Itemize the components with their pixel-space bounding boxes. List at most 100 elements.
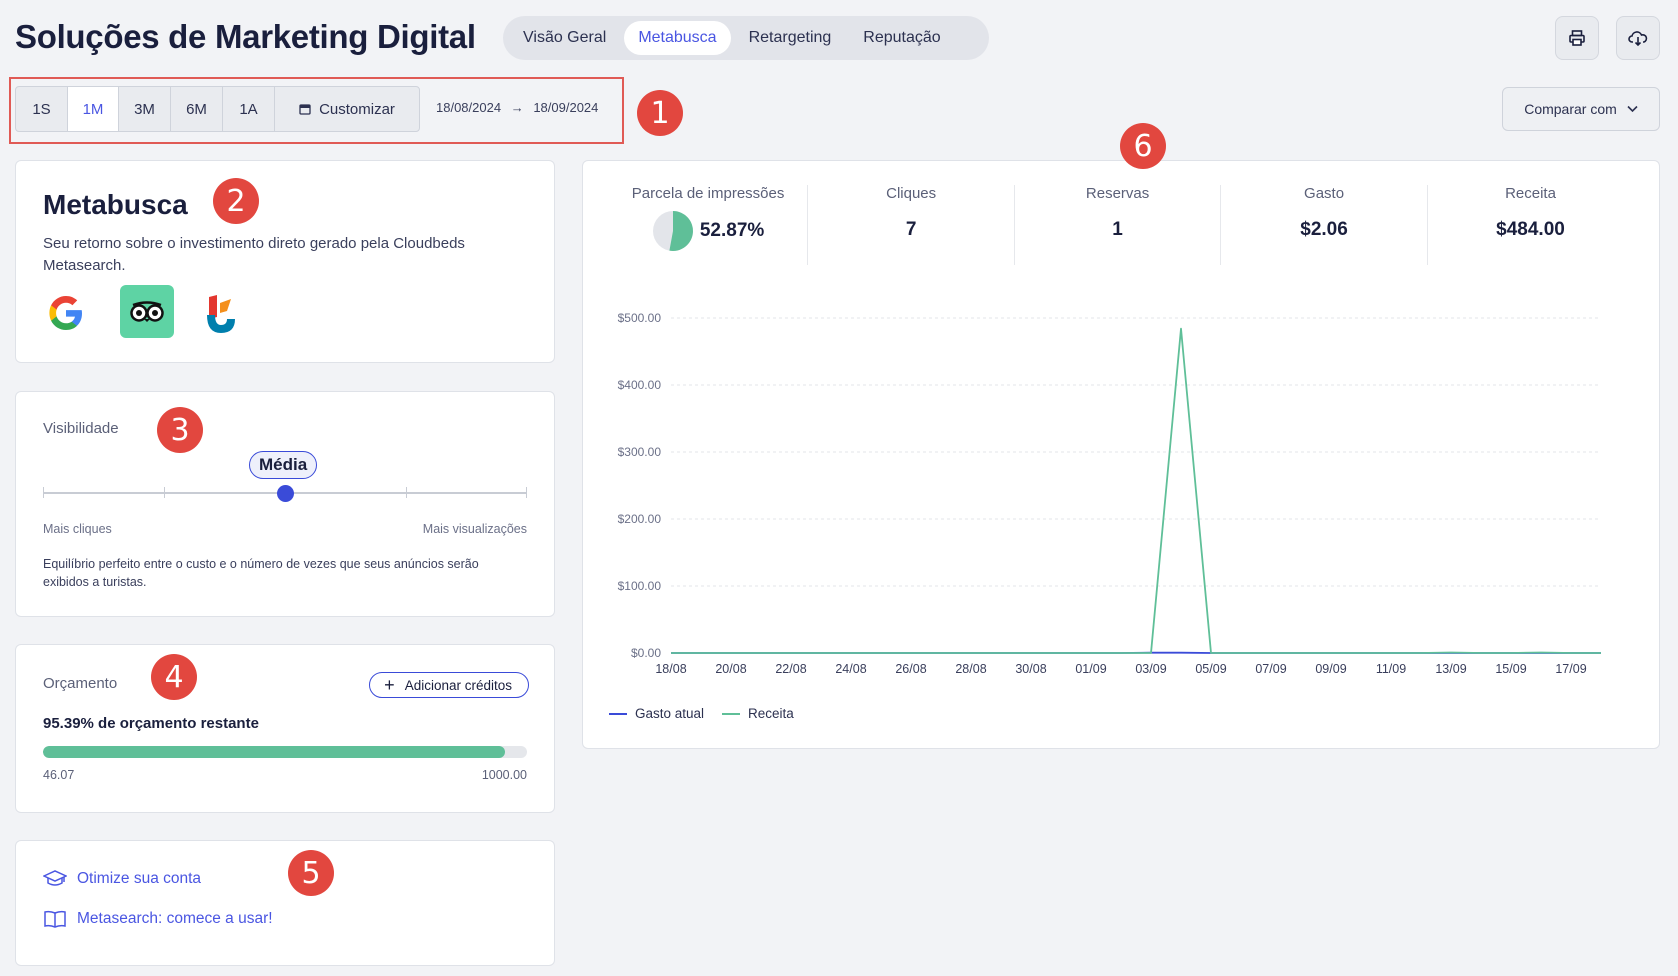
start-date: 18/08/2024 <box>436 100 502 115</box>
range-1s-button[interactable]: 1S <box>16 87 68 131</box>
y-tick-label: $200.00 <box>618 512 662 526</box>
metric-value: 7 <box>905 219 917 240</box>
visibility-slider-thumb[interactable] <box>276 485 294 502</box>
metric-cliques: Cliques 7 <box>808 185 1014 265</box>
print-button[interactable] <box>1555 16 1599 60</box>
cloud-download-icon <box>1628 31 1648 47</box>
y-tick-label: $0.00 <box>631 646 661 660</box>
budget-min-value: 46.07 <box>43 768 75 782</box>
x-tick-label: 20/08 <box>715 662 746 676</box>
legend-label: Gasto atual <box>635 706 705 721</box>
x-tick-label: 17/09 <box>1555 662 1586 676</box>
plus-icon: + <box>384 675 395 695</box>
metric-reservas: Reservas 1 <box>1015 185 1220 265</box>
arrow-icon: → <box>510 100 524 115</box>
customize-button[interactable]: Customizar <box>275 87 419 131</box>
marker-5: 5 <box>288 850 334 896</box>
budget-remaining-text: 95.39% de orçamento restante <box>43 715 259 732</box>
budget-max-value: 1000.00 <box>481 768 527 782</box>
metabusca-card: Metabusca 2 Seu retorno sobre o investim… <box>15 160 555 363</box>
metric-label: Receita <box>1505 185 1556 202</box>
legend-item-spend[interactable]: Gasto atual <box>609 706 704 721</box>
slider-right-label: Mais visualizações <box>422 522 527 536</box>
tab-visao-geral[interactable]: Visão Geral <box>523 29 607 46</box>
visibility-note: Equilíbrio perfeito entre o custo e o nú… <box>43 557 479 589</box>
y-tick-label: $400.00 <box>618 378 662 392</box>
compare-label: Comparar com <box>1524 101 1617 117</box>
add-credits-button[interactable]: + Adicionar créditos <box>369 672 529 698</box>
links-card: Otimize sua conta Metasearch: comece a u… <box>15 840 555 966</box>
marker-6: 6 <box>1120 123 1166 169</box>
metric-label: Gasto <box>1304 185 1345 202</box>
range-6m-button[interactable]: 6M <box>171 87 223 131</box>
y-tick-label: $300.00 <box>618 445 662 459</box>
metric-value: 1 <box>1112 219 1123 240</box>
x-tick-label: 11/09 <box>1376 662 1406 676</box>
range-selector: 1S 1M 3M 6M 1A Customizar <box>15 86 420 132</box>
customize-label: Customizar <box>319 100 395 118</box>
optimize-account-label: Otimize sua conta <box>77 870 202 887</box>
top-tabs: Visão Geral Metabusca Retargeting Reputa… <box>503 16 989 60</box>
slider-left-label: Mais cliques <box>43 522 112 536</box>
x-tick-label: 03/09 <box>1135 662 1166 676</box>
slider-tick <box>526 487 527 498</box>
metric-divider <box>1220 185 1222 265</box>
metric-label: Parcela de impressões <box>631 185 785 202</box>
x-tick-label: 09/09 <box>1315 662 1346 676</box>
series-line-revenue <box>671 327 1601 654</box>
tab-metabusca[interactable]: Metabusca <box>624 21 731 55</box>
x-tick-label: 01/09 <box>1075 662 1106 676</box>
budget-card: Orçamento 4 + Adicionar créditos 95.39% … <box>15 644 555 813</box>
x-tick-label: 26/08 <box>895 662 926 676</box>
metasearch-start-label: Metasearch: comece a usar! <box>77 910 273 927</box>
slider-tick <box>406 487 407 498</box>
google-logo <box>46 293 86 338</box>
metabusca-description: Seu retorno sobre o investimento direto … <box>43 235 465 274</box>
download-button[interactable] <box>1616 16 1660 60</box>
book-icon <box>44 910 66 928</box>
metrics-row: Parcela de impressões 52.87% Cliques 7 R… <box>609 185 1633 265</box>
x-tick-label: 18/08 <box>655 662 686 676</box>
end-date: 18/09/2024 <box>533 100 599 115</box>
x-tick-label: 05/09 <box>1195 662 1226 676</box>
metric-receita: Receita $484.00 <box>1428 185 1633 265</box>
date-range-display: 18/08/2024 → 18/09/2024 <box>436 100 598 115</box>
budget-label: Orçamento <box>43 675 118 692</box>
range-3m-button[interactable]: 3M <box>119 87 171 131</box>
metric-impression-share-value-row: 52.87% <box>652 210 764 252</box>
chevron-down-icon <box>1627 105 1638 113</box>
graduation-cap-icon <box>43 870 67 886</box>
tab-retargeting[interactable]: Retargeting <box>748 29 832 46</box>
chart-legend: Gasto atual Receita <box>609 706 794 721</box>
metric-label: Cliques <box>886 185 937 202</box>
x-tick-label: 30/08 <box>1015 662 1046 676</box>
visibility-label: Visibilidade <box>43 420 119 437</box>
tripadvisor-logo <box>120 285 174 338</box>
compare-dropdown[interactable]: Comparar com <box>1502 87 1660 131</box>
calendar-icon <box>299 104 311 115</box>
optimize-account-link[interactable]: Otimize sua conta <box>43 870 201 888</box>
x-tick-label: 15/09 <box>1495 662 1526 676</box>
metabusca-title: Metabusca <box>43 189 188 220</box>
legend-label: Receita <box>748 706 794 721</box>
x-tick-label: 13/09 <box>1435 662 1466 676</box>
slider-tick <box>164 487 165 498</box>
range-1m-button[interactable]: 1M <box>68 87 119 131</box>
visibility-level-badge: Média <box>249 451 318 479</box>
metasearch-start-link[interactable]: Metasearch: comece a usar! <box>43 910 273 928</box>
marker-1: 1 <box>637 90 683 136</box>
metric-value: 52.87% <box>699 220 765 241</box>
legend-swatch <box>722 712 741 715</box>
y-tick-label: $500.00 <box>618 311 662 325</box>
metric-value: $2.06 <box>1300 219 1348 240</box>
impression-share-pie <box>652 211 693 251</box>
add-credits-label: Adicionar créditos <box>404 677 512 693</box>
marker-3: 3 <box>157 407 203 453</box>
legend-item-revenue[interactable]: Receita <box>722 706 794 721</box>
trivago-logo <box>201 291 241 342</box>
metric-gasto: Gasto $2.06 <box>1221 185 1427 265</box>
range-1a-button[interactable]: 1A <box>223 87 275 131</box>
tab-reputacao[interactable]: Reputação <box>863 29 941 46</box>
page-title: Soluções de Marketing Digital <box>15 18 476 55</box>
metric-divider <box>1427 185 1428 265</box>
